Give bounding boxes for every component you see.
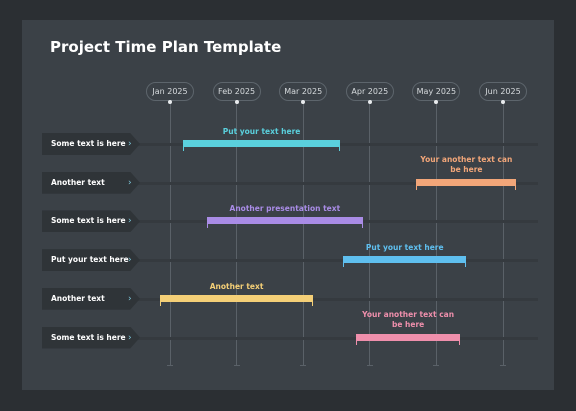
row-label-text: Put your text here <box>51 255 129 265</box>
month-label: Jan 2025 <box>146 82 194 101</box>
month-gridline <box>302 102 304 366</box>
row-label-text: Another text <box>51 177 105 187</box>
task-label: Your another text can be here <box>420 154 513 174</box>
chevron-right-icon: › <box>128 255 132 266</box>
month-gridline <box>369 102 371 366</box>
task-bar[interactable] <box>343 256 467 268</box>
month-marker-dot <box>367 100 372 104</box>
row-label[interactable]: Some text is here › <box>42 326 140 349</box>
task-bar[interactable] <box>183 140 340 151</box>
task-bar[interactable] <box>416 178 517 190</box>
timeline-canvas: Project Time Plan Template Jan 2025 Feb 2… <box>22 20 554 390</box>
month-label: Feb 2025 <box>212 82 261 101</box>
chevron-right-icon: › <box>128 139 132 149</box>
row-label[interactable]: Another text › <box>42 171 140 194</box>
gridline-foot <box>167 365 173 366</box>
month-gridline <box>435 102 437 366</box>
task-label: Another text <box>209 281 264 291</box>
month-marker-dot <box>501 100 505 104</box>
month-marker-dot <box>301 100 306 104</box>
row-label[interactable]: Some text is here › <box>42 210 140 233</box>
task-label: Put your text here <box>222 127 301 136</box>
chevron-right-icon: › <box>128 216 132 227</box>
month-label: Mar 2025 <box>279 82 328 101</box>
month-marker-dot <box>168 100 172 104</box>
gridline-foot <box>300 365 307 366</box>
page-title: Project Time Plan Template <box>50 38 282 56</box>
task-label: Another presentation text <box>229 204 341 214</box>
row-label[interactable]: Some text is here › <box>42 133 140 155</box>
row-label[interactable]: Another text › <box>42 287 140 310</box>
chevron-right-icon: › <box>128 332 132 343</box>
month-marker-dot <box>434 100 439 104</box>
row-track <box>138 336 538 340</box>
month-gridline <box>502 102 504 366</box>
row-track <box>138 259 538 263</box>
month-gridline <box>169 102 171 366</box>
gridline-foot <box>366 365 373 366</box>
task-bar[interactable] <box>206 217 364 229</box>
task-label: Put your text here <box>365 243 444 253</box>
row-label-text: Another text <box>51 293 105 303</box>
month-marker-dot <box>234 100 239 104</box>
row-track <box>138 181 538 185</box>
row-label-text: Some text is here <box>51 216 126 226</box>
month-gridline <box>236 102 238 366</box>
month-label: Apr 2025 <box>345 82 394 101</box>
task-bar[interactable] <box>160 294 314 306</box>
row-label[interactable]: Put your text here › <box>42 249 140 272</box>
gridline-foot <box>500 365 506 366</box>
row-label-text: Some text is here <box>51 139 126 148</box>
gridline-foot <box>433 365 440 366</box>
gridline-foot <box>233 365 240 366</box>
task-bar[interactable] <box>356 333 460 345</box>
month-label: Jun 2025 <box>479 82 527 101</box>
chevron-right-icon: › <box>128 293 132 304</box>
row-label-text: Some text is here <box>51 332 126 342</box>
row-track <box>138 297 538 301</box>
month-label: May 2025 <box>412 82 461 101</box>
chevron-right-icon: › <box>128 177 132 188</box>
task-label: Your another text can be here <box>362 309 455 329</box>
